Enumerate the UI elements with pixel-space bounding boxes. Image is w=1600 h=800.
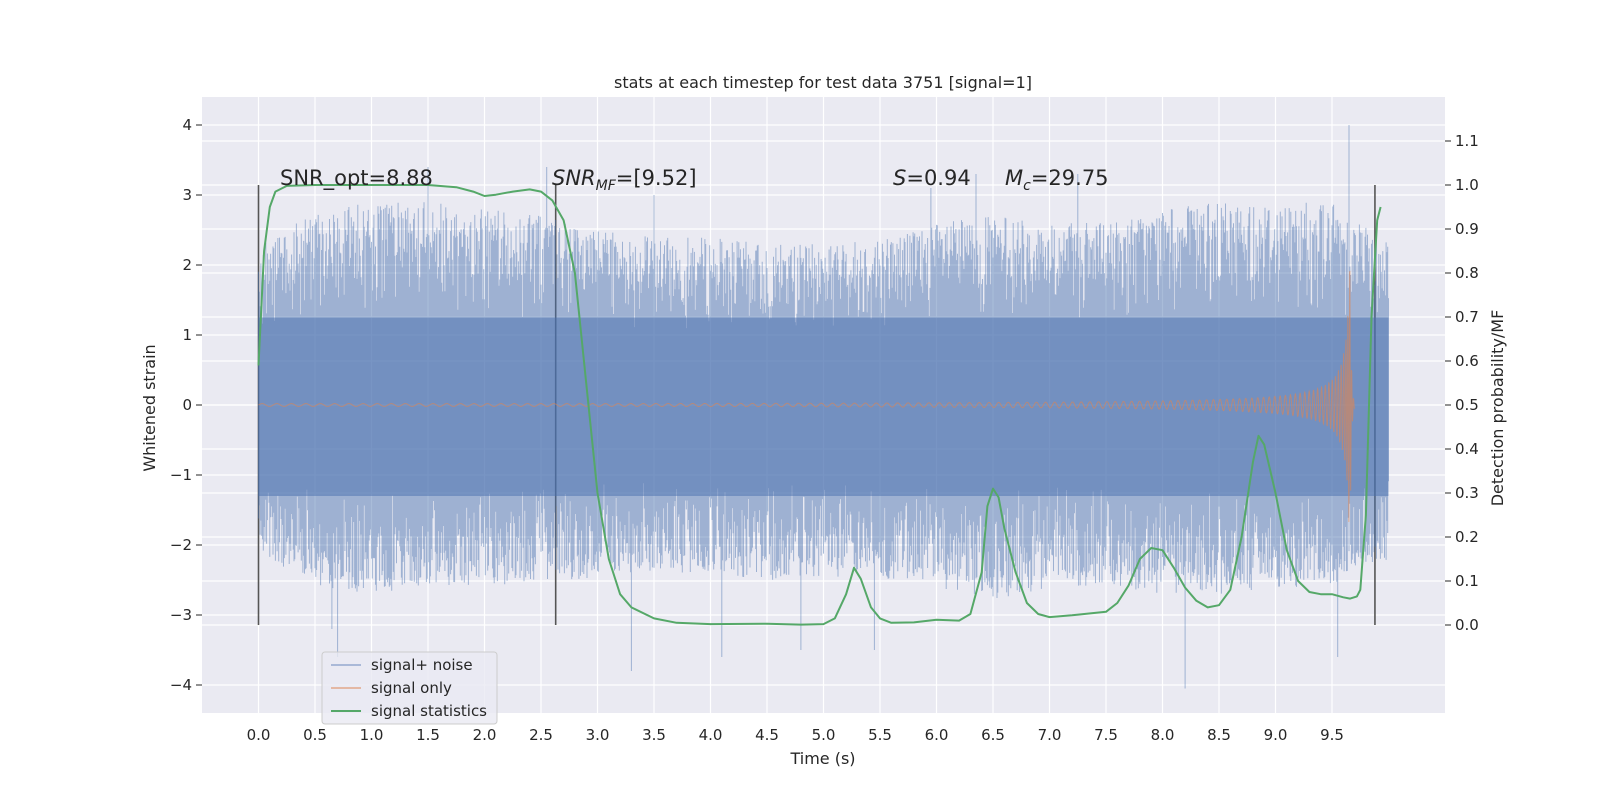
- legend-label-signal-statistics: signal statistics: [371, 702, 487, 720]
- y-ticks: 4 3 2 1 0 −1 −2 −3 −4: [170, 116, 202, 694]
- legend: signal+ noise signal only signal statist…: [321, 651, 498, 725]
- x-tick-label: 4.5: [755, 726, 779, 744]
- x-tick-label: 7.5: [1094, 726, 1118, 744]
- y2-ticks: 1.1 1.0 0.9 0.8 0.7 0.6 0.5 0.4 0.3 0.2 0.1 0.0: [1445, 132, 1479, 634]
- x-tick-label: 0.0: [247, 726, 271, 744]
- y2-tick-label: 0.3: [1455, 484, 1479, 502]
- annotation-mc-value: =29.75: [1031, 166, 1109, 190]
- y2-tick-label: 0.4: [1455, 440, 1479, 458]
- signal-only-trace: [258, 270, 1356, 522]
- y2-tick-label: 0.7: [1455, 308, 1479, 326]
- annotation-mc-main: M: [1005, 166, 1023, 190]
- legend-label-signal-noise: signal+ noise: [371, 656, 473, 674]
- y2-tick-label: 0.6: [1455, 352, 1479, 370]
- x-tick-label: 9.5: [1320, 726, 1344, 744]
- annotation-s-value: =0.94: [906, 166, 970, 190]
- annotation-snr-mf: SNRMF=[9.52]: [552, 166, 697, 194]
- y2-tick-label: 0.2: [1455, 528, 1479, 546]
- x-tick-label: 3.0: [586, 726, 610, 744]
- y2-tick-label: 0.1: [1455, 572, 1479, 590]
- series-signal-statistics: [257, 184, 1382, 626]
- annotation-mc: Mc=29.75: [1005, 166, 1109, 194]
- signal-statistics-line: [257, 184, 1382, 626]
- y-tick-label: 2: [182, 256, 192, 274]
- legend-box: [321, 651, 498, 725]
- y-tick-label: −2: [170, 536, 192, 554]
- y2-tick-label: 0.9: [1455, 220, 1479, 238]
- x-tick-label: 1.0: [360, 726, 384, 744]
- y-tick-label: −1: [170, 466, 192, 484]
- x-tick-label: 8.5: [1207, 726, 1231, 744]
- y-tick-label: 3: [182, 186, 192, 204]
- x-tick-label: 9.0: [1264, 726, 1288, 744]
- y2-tick-label: 1.0: [1455, 176, 1479, 194]
- x-tick-label: 3.5: [642, 726, 666, 744]
- signal-noise-dense-band: [258, 317, 1389, 496]
- x-tick-label: 2.5: [529, 726, 553, 744]
- x-tick-label: 6.0: [925, 726, 949, 744]
- y-tick-label: −3: [170, 606, 192, 624]
- series-signal-only: [258, 270, 1356, 522]
- y2-tick-label: 0.8: [1455, 264, 1479, 282]
- y-tick-label: 0: [182, 396, 192, 414]
- signal-noise-trace: [258, 125, 1389, 689]
- x-tick-label: 6.5: [981, 726, 1005, 744]
- y2-axis-label: Detection probability/MF: [1488, 310, 1507, 507]
- x-axis-label: Time (s): [789, 749, 855, 768]
- x-tick-label: 1.5: [416, 726, 440, 744]
- y2-tick-label: 1.1: [1455, 132, 1479, 150]
- x-tick-label: 7.0: [1038, 726, 1062, 744]
- y-tick-label: −4: [170, 676, 192, 694]
- annotation-snr-opt: SNR_opt=8.88: [280, 166, 433, 191]
- x-tick-label: 8.0: [1151, 726, 1175, 744]
- y2-tick-label: 0.0: [1455, 616, 1479, 634]
- x-tick-label: 2.0: [473, 726, 497, 744]
- x-tick-label: 0.5: [303, 726, 327, 744]
- annotation-s: S=0.94: [893, 166, 971, 190]
- series: [257, 125, 1389, 689]
- annotation-s-main: S: [893, 166, 906, 190]
- y-axis-label: Whitened strain: [140, 344, 159, 471]
- x-ticks: 0.0 0.5 1.0 1.5 2.0 2.5 3.0 3.5 4.0 4.5 5.0 5.5 6.0 6…: [247, 726, 1344, 744]
- chart-title: stats at each timestep for test data 375…: [614, 73, 1032, 92]
- series-signal-noise: [258, 125, 1389, 689]
- annotation-mc-sub: c: [1023, 178, 1031, 194]
- y2-tick-label: 0.5: [1455, 396, 1479, 414]
- y-tick-label: 1: [182, 326, 192, 344]
- annotation-snr-mf-value: =[9.52]: [616, 166, 697, 190]
- legend-label-signal-only: signal only: [371, 679, 452, 697]
- y-tick-label: 4: [182, 116, 192, 134]
- x-tick-label: 5.0: [812, 726, 836, 744]
- annotation-snr-mf-main: SNR: [552, 166, 596, 190]
- x-tick-label: 5.5: [868, 726, 892, 744]
- annotation-snr-mf-sub: MF: [596, 178, 617, 194]
- x-tick-label: 4.0: [699, 726, 723, 744]
